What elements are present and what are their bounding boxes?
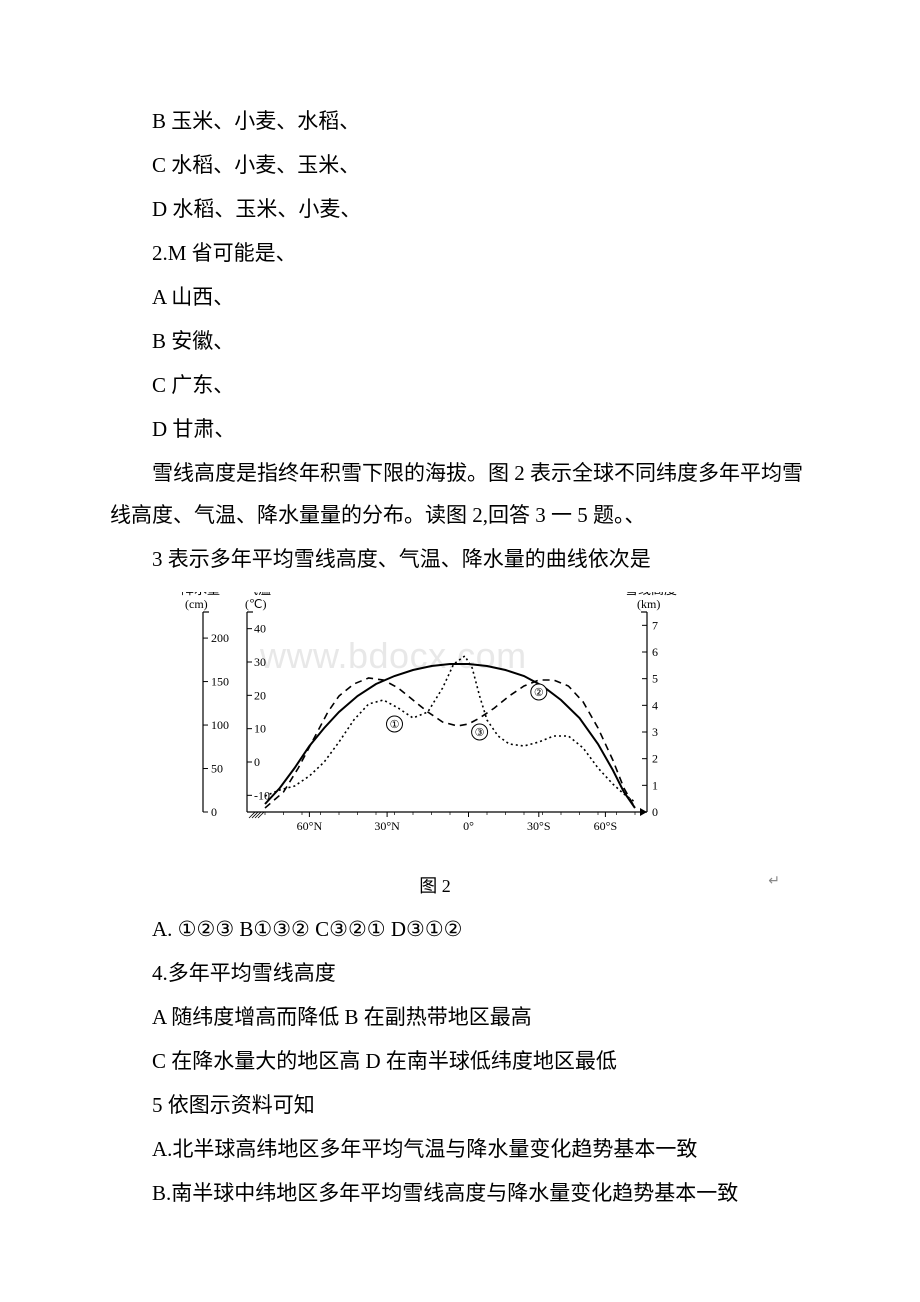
q1-option-d: D 水稻、玉米、小麦、 — [110, 188, 810, 230]
svg-text:30: 30 — [254, 655, 266, 669]
svg-text:①: ① — [390, 719, 400, 731]
q3-options: A. ①②③ B①③② C③②① D③①② — [110, 908, 810, 950]
svg-text:2: 2 — [652, 752, 658, 766]
svg-text:30°S: 30°S — [527, 819, 550, 833]
svg-text:10: 10 — [254, 722, 266, 736]
svg-text:50: 50 — [211, 762, 223, 776]
q1-option-b: B 玉米、小麦、水稻、 — [110, 100, 810, 142]
svg-text:(cm): (cm) — [185, 597, 208, 611]
figure-caption: 图 2 — [170, 868, 700, 904]
svg-text:6: 6 — [652, 645, 658, 659]
q5-option-a: A.北半球高纬地区多年平均气温与降水量变化趋势基本一致 — [110, 1128, 810, 1170]
q1-option-c: C 水稻、小麦、玉米、 — [110, 144, 810, 186]
svg-text:③: ③ — [475, 727, 485, 739]
passage-2: 雪线高度是指终年积雪下限的海拔。图 2 表示全球不同纬度多年平均雪线高度、气温、… — [110, 452, 810, 536]
svg-text:0: 0 — [211, 805, 217, 819]
svg-text:7: 7 — [652, 618, 658, 632]
q2-option-b: B 安徽、 — [110, 320, 810, 362]
svg-text:4: 4 — [652, 698, 658, 712]
q5-option-b: B.南半球中纬地区多年平均雪线高度与降水量变化趋势基本一致 — [110, 1172, 810, 1214]
svg-text:0°: 0° — [463, 819, 474, 833]
q5-stem: 5 依图示资料可知 — [110, 1084, 810, 1126]
q2-option-d: D 甘肃、 — [110, 408, 810, 450]
svg-text:5: 5 — [652, 672, 658, 686]
return-mark-icon: ↵ — [768, 868, 780, 896]
q2-stem: 2.M 省可能是、 — [110, 232, 810, 274]
svg-text:(km): (km) — [637, 597, 660, 611]
svg-text:1: 1 — [652, 778, 658, 792]
q4-options-cd: C 在降水量大的地区高 D 在南半球低纬度地区最低 — [110, 1040, 810, 1082]
chart-svg: 050100150200降水量(cm)-10010203040气温(℃)0123… — [170, 592, 680, 862]
svg-text:(℃): (℃) — [245, 597, 266, 611]
svg-text:②: ② — [534, 687, 544, 699]
svg-text:60°N: 60°N — [297, 819, 323, 833]
q4-options-ab: A 随纬度增高而降低 B 在副热带地区最高 — [110, 996, 810, 1038]
svg-text:3: 3 — [652, 725, 658, 739]
svg-text:60°S: 60°S — [594, 819, 617, 833]
q4-stem: 4.多年平均雪线高度 — [110, 952, 810, 994]
q2-option-a: A 山西、 — [110, 276, 810, 318]
q2-option-c: C 广东、 — [110, 364, 810, 406]
svg-text:150: 150 — [211, 675, 229, 689]
svg-text:0: 0 — [652, 805, 658, 819]
svg-text:20: 20 — [254, 688, 266, 702]
q3-stem: 3 表示多年平均雪线高度、气温、降水量的曲线依次是 — [110, 538, 810, 580]
svg-text:0: 0 — [254, 755, 260, 769]
svg-text:30°N: 30°N — [374, 819, 400, 833]
svg-text:200: 200 — [211, 631, 229, 645]
svg-text:40: 40 — [254, 622, 266, 636]
svg-text:100: 100 — [211, 718, 229, 732]
figure-2: www.bdocx.com 050100150200降水量(cm)-100102… — [170, 592, 700, 904]
